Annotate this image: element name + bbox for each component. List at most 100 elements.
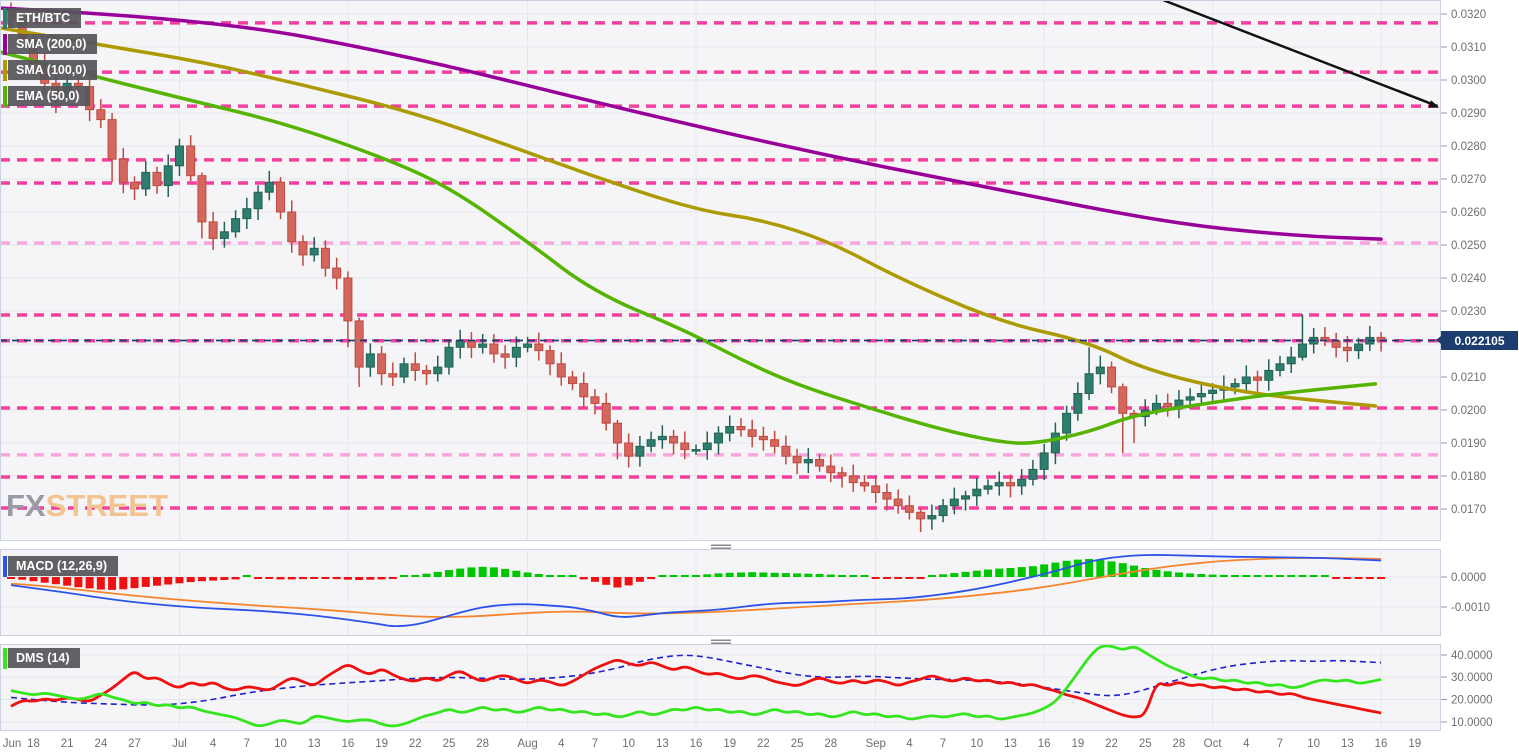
macd-histogram-bar: [669, 575, 678, 577]
macd-histogram-bar: [1275, 575, 1284, 577]
date-axis-label: Oct: [1204, 738, 1223, 750]
macd-histogram-bar: [411, 575, 420, 577]
candle-body: [466, 340, 476, 348]
candle-body: [579, 383, 589, 398]
candle: [568, 370, 577, 391]
candle-body: [1253, 376, 1263, 381]
candle: [444, 340, 454, 375]
date-axis-label: Jul: [172, 738, 187, 750]
macd-histogram-bar: [613, 577, 622, 588]
legend-macd[interactable]: MACD (12,26,9): [8, 556, 118, 576]
macd-histogram-bar: [1264, 575, 1273, 577]
panel-separator-grip[interactable]: [711, 544, 731, 549]
candle-body: [1264, 369, 1274, 381]
macd-histogram-bar: [40, 577, 49, 583]
macd-histogram-bar: [557, 575, 566, 577]
macd-histogram-bar: [759, 572, 768, 577]
macd-histogram-bar: [152, 577, 161, 586]
candle-body: [904, 505, 914, 513]
macd-histogram-bar: [534, 574, 543, 577]
macd-panel-background[interactable]: [0, 549, 1441, 636]
candle-body: [208, 221, 218, 239]
candle-body: [1196, 393, 1206, 398]
price-axis-label: 0.0290: [1451, 108, 1486, 120]
macd-histogram-bar: [242, 575, 251, 577]
macd-histogram-bar: [916, 577, 925, 579]
candle-body: [1151, 402, 1161, 411]
legend-symbol[interactable]: ETH/BTC: [8, 8, 82, 28]
macd-histogram-bar: [815, 574, 824, 577]
candle: [1062, 405, 1072, 441]
symbol-color-chip: [3, 8, 7, 29]
date-axis-label: 4: [1243, 738, 1250, 750]
date-axis-label: Sep: [865, 738, 885, 750]
macd-histogram-bar: [1354, 577, 1363, 579]
legend-ema50[interactable]: EMA (50,0): [8, 86, 91, 106]
macd-histogram-bar: [1051, 562, 1060, 577]
candle-body: [1017, 478, 1027, 487]
dms-axis-label: 10.0000: [1451, 717, 1493, 729]
dms-plus-di-line: [10, 644, 1382, 728]
macd-histogram-bar: [838, 575, 847, 577]
date-axis-label: 19: [1071, 738, 1084, 750]
macd-histogram-bar: [939, 574, 948, 577]
macd-histogram-bar: [1309, 575, 1318, 577]
legend-sma100[interactable]: SMA (100,0): [8, 60, 98, 80]
macd-histogram-bar: [332, 577, 341, 580]
candle: [130, 176, 140, 200]
candle-body: [601, 402, 611, 424]
date-axis-label: 22: [409, 738, 422, 750]
candle: [972, 477, 982, 506]
candle-body: [174, 145, 184, 167]
current-price-tag: 0.022105: [1436, 331, 1518, 350]
candle-body: [1163, 402, 1173, 408]
candle-body: [1118, 386, 1128, 414]
macd-histogram-bar: [781, 573, 790, 577]
candle: [186, 135, 196, 182]
macd-color-chip: [3, 556, 7, 577]
legend-sma200[interactable]: SMA (200,0): [8, 34, 98, 54]
ema-50-line: [0, 50, 1378, 445]
macd-histogram-bar: [321, 577, 330, 579]
legend-dms[interactable]: DMS (14): [8, 648, 81, 668]
date-axis-label: 21: [61, 738, 74, 750]
macd-histogram-bar: [1141, 568, 1150, 577]
legend-sma100-label: SMA (100,0): [16, 63, 87, 77]
candle: [803, 448, 813, 474]
candle: [1095, 355, 1105, 385]
macd-histogram-bar: [377, 577, 386, 580]
macd-histogram-bar: [635, 577, 644, 582]
candle: [646, 431, 656, 453]
candle: [242, 197, 252, 229]
candle: [1163, 393, 1173, 417]
candle-body: [320, 247, 330, 269]
macd-line: [10, 554, 1382, 627]
candle: [422, 365, 432, 385]
macd-histogram-bar: [714, 573, 723, 577]
candle-body: [1286, 356, 1296, 365]
macd-histogram-bar: [478, 566, 487, 577]
candle: [680, 431, 690, 460]
macd-histogram-bar: [1118, 563, 1127, 577]
candle-body: [365, 353, 375, 368]
candle-body: [826, 465, 836, 474]
candle: [556, 352, 566, 386]
main-panel-background[interactable]: [0, 0, 1441, 541]
macd-axis-label: -0.0010: [1451, 602, 1490, 614]
candle-body: [792, 455, 802, 464]
macd-histogram-bar: [602, 577, 611, 585]
macd-histogram-bar: [433, 571, 442, 577]
candle-body: [1028, 468, 1038, 480]
candle-body: [163, 165, 173, 187]
candle: [893, 489, 903, 514]
candle-body: [657, 435, 667, 441]
candle-body: [994, 482, 1004, 487]
macd-histogram-bar: [882, 577, 891, 579]
candle-body: [410, 363, 420, 371]
candle-body: [1095, 366, 1105, 375]
candle-body: [702, 442, 712, 451]
main-panel-border: [0, 0, 1441, 541]
panel-separator-grip[interactable]: [711, 639, 731, 644]
